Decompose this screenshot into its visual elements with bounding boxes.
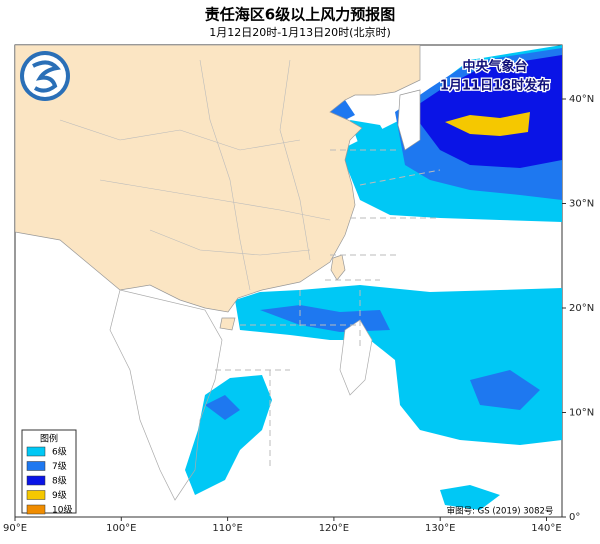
hainan	[219, 317, 236, 331]
lon-label: 90°E	[3, 523, 27, 534]
legend-swatch	[26, 475, 46, 486]
legend-label: 10级	[52, 504, 72, 516]
legend-label: 6级	[52, 446, 67, 458]
legend: 图例 6级 7级 8级 9级 10级	[21, 429, 77, 516]
land	[15, 45, 421, 313]
wind-7d	[470, 370, 540, 410]
wind-7e	[205, 395, 240, 420]
lat-label: 30°N	[569, 199, 594, 210]
lon-label: 130°E	[425, 523, 455, 534]
se-asia	[109, 289, 223, 501]
wind-6e	[440, 485, 500, 510]
legend-label: 8级	[52, 475, 67, 487]
legend-swatch	[26, 461, 46, 471]
lon-label: 120°E	[319, 523, 349, 534]
legend-title: 图例	[40, 433, 58, 445]
map: 中央气象台 1月11日18时发布 审图号: GS (2019) 3082号 90…	[3, 44, 594, 534]
issue-time: 1月11日18时发布	[440, 78, 550, 94]
lat-label: 0°	[569, 512, 580, 523]
legend-label: 7级	[52, 460, 67, 472]
issuer: 中央气象台	[462, 59, 527, 75]
borders	[59, 59, 331, 291]
legend-label: 9级	[52, 489, 67, 501]
legend-swatch	[26, 490, 46, 500]
emblem	[20, 51, 70, 101]
legend-swatch	[26, 446, 46, 457]
lon-label: 100°E	[106, 523, 136, 534]
wind-8	[410, 55, 562, 168]
lon-label: 110°E	[212, 523, 242, 534]
lat-labels: 40°N 30°N 20°N 10°N 0°	[562, 94, 594, 523]
title: 责任海区6级以上风力预报图	[205, 6, 395, 24]
wind-9	[445, 112, 530, 136]
lon-labels: 90°E 100°E 110°E 120°E 130°E 140°E	[3, 517, 562, 534]
subtitle: 1月12日20时-1月13日20时(北京时)	[209, 25, 391, 39]
lon-label: 140°E	[531, 523, 561, 534]
lat-label: 20°N	[569, 303, 594, 314]
lat-label: 10°N	[569, 408, 594, 419]
approval: 审图号: GS (2019) 3082号	[447, 506, 554, 517]
korea	[397, 89, 421, 151]
lat-label: 40°N	[569, 94, 594, 105]
sea-areas	[215, 149, 441, 470]
legend-swatch	[26, 504, 46, 515]
